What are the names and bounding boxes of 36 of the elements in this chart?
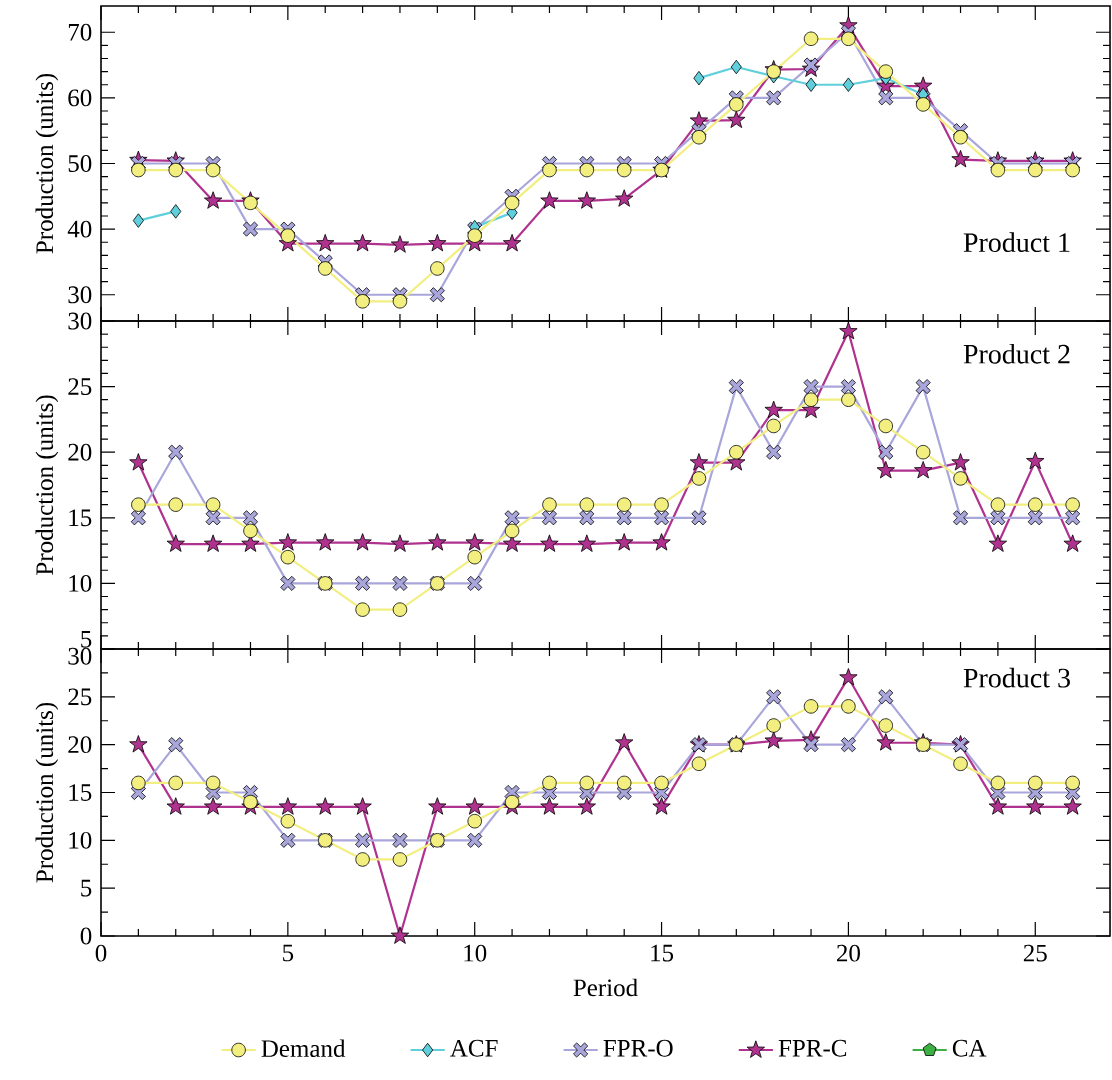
y-tick-label: 20 xyxy=(68,736,92,754)
x-tick-label: 15 xyxy=(651,944,674,962)
y-tick-label: 50 xyxy=(68,155,92,172)
y-tick-label: 60 xyxy=(68,89,92,107)
y-tick-label: 0 xyxy=(80,927,92,945)
x-tick-label: 5 xyxy=(283,944,294,962)
y-tick-label: 20 xyxy=(68,443,92,461)
y-axis-title: Production (units) xyxy=(35,702,59,883)
y-tick-label: 25 xyxy=(68,688,92,706)
legend-label: FPR-O xyxy=(603,1039,673,1057)
y-tick-label: 5 xyxy=(81,631,92,648)
x-axis-title: Period xyxy=(573,978,638,997)
legend-label: Demand xyxy=(261,1039,346,1058)
y-tick-label: 40 xyxy=(67,220,92,238)
legend-label: ACF xyxy=(450,1039,498,1057)
y-axis-title: Production (units) xyxy=(35,73,59,254)
y-tick-label: 10 xyxy=(69,831,92,849)
x-tick-label: 20 xyxy=(837,944,860,962)
y-tick-label: 15 xyxy=(69,509,92,527)
annotation: Product 3 xyxy=(963,667,1070,688)
legend-label: FPR-C xyxy=(778,1039,847,1057)
x-tick-label: 10 xyxy=(464,944,487,962)
x-tick-label: 0 xyxy=(95,944,107,962)
y-tick-label: 5 xyxy=(81,879,92,897)
y-tick-label: 25 xyxy=(68,378,92,395)
y-tick-label: 15 xyxy=(69,784,92,801)
y-axis-title: Production (units) xyxy=(35,395,59,575)
legend-label: CA xyxy=(952,1039,987,1057)
y-tick-label: 10 xyxy=(69,574,92,592)
annotation: Product 1 xyxy=(963,232,1070,253)
y-tick-label: 70 xyxy=(68,23,92,41)
y-tick-label: 30 xyxy=(68,286,92,304)
y-tick-label: 30 xyxy=(68,647,92,665)
annotation: Product 2 xyxy=(963,343,1070,364)
y-tick-label: 30 xyxy=(68,312,92,330)
x-tick-label: 25 xyxy=(1023,944,1047,962)
